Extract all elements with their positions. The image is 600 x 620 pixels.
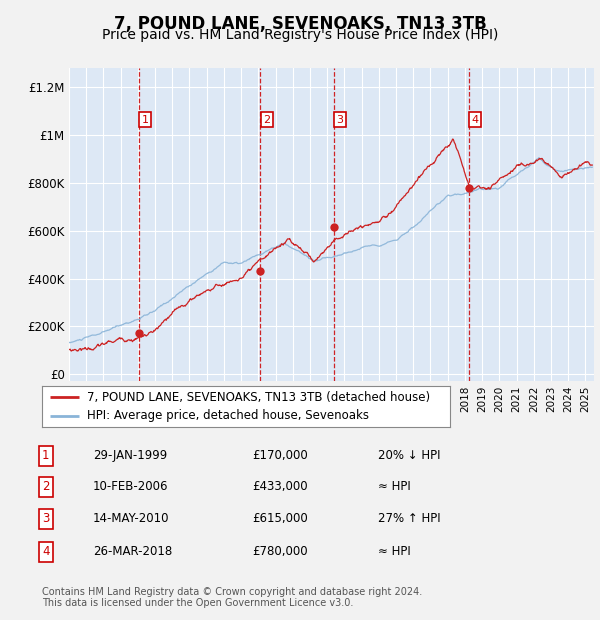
Text: 7, POUND LANE, SEVENOAKS, TN13 3TB (detached house): 7, POUND LANE, SEVENOAKS, TN13 3TB (deta…	[87, 391, 430, 404]
Text: ≈ HPI: ≈ HPI	[378, 480, 411, 493]
Text: £433,000: £433,000	[252, 480, 308, 493]
Text: £780,000: £780,000	[252, 546, 308, 558]
Text: 3: 3	[336, 115, 343, 125]
Text: £170,000: £170,000	[252, 450, 308, 462]
Text: 10-FEB-2006: 10-FEB-2006	[93, 480, 169, 493]
Text: Contains HM Land Registry data © Crown copyright and database right 2024.: Contains HM Land Registry data © Crown c…	[42, 587, 422, 597]
Text: 7, POUND LANE, SEVENOAKS, TN13 3TB: 7, POUND LANE, SEVENOAKS, TN13 3TB	[113, 16, 487, 33]
Text: Price paid vs. HM Land Registry's House Price Index (HPI): Price paid vs. HM Land Registry's House …	[102, 28, 498, 42]
Text: 1: 1	[142, 115, 149, 125]
Text: 26-MAR-2018: 26-MAR-2018	[93, 546, 172, 558]
Text: HPI: Average price, detached house, Sevenoaks: HPI: Average price, detached house, Seve…	[87, 409, 369, 422]
Text: 4: 4	[42, 546, 50, 558]
Text: 27% ↑ HPI: 27% ↑ HPI	[378, 513, 440, 525]
Text: 4: 4	[472, 115, 479, 125]
Text: This data is licensed under the Open Government Licence v3.0.: This data is licensed under the Open Gov…	[42, 598, 353, 608]
Text: 2: 2	[42, 480, 50, 493]
Text: 1: 1	[42, 450, 50, 462]
Text: 14-MAY-2010: 14-MAY-2010	[93, 513, 170, 525]
Text: 29-JAN-1999: 29-JAN-1999	[93, 450, 167, 462]
Text: 3: 3	[42, 513, 49, 525]
Text: 2: 2	[263, 115, 270, 125]
Text: 20% ↓ HPI: 20% ↓ HPI	[378, 450, 440, 462]
Text: ≈ HPI: ≈ HPI	[378, 546, 411, 558]
Text: £615,000: £615,000	[252, 513, 308, 525]
